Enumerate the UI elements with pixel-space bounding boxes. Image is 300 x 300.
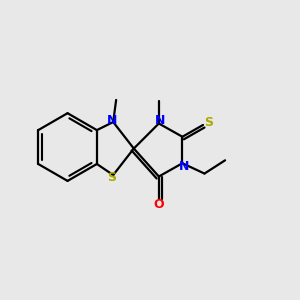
Text: N: N xyxy=(178,160,189,173)
Text: S: S xyxy=(107,171,116,184)
Text: O: O xyxy=(154,198,164,211)
Text: S: S xyxy=(204,116,213,129)
Text: N: N xyxy=(155,114,165,127)
Text: N: N xyxy=(107,114,117,127)
